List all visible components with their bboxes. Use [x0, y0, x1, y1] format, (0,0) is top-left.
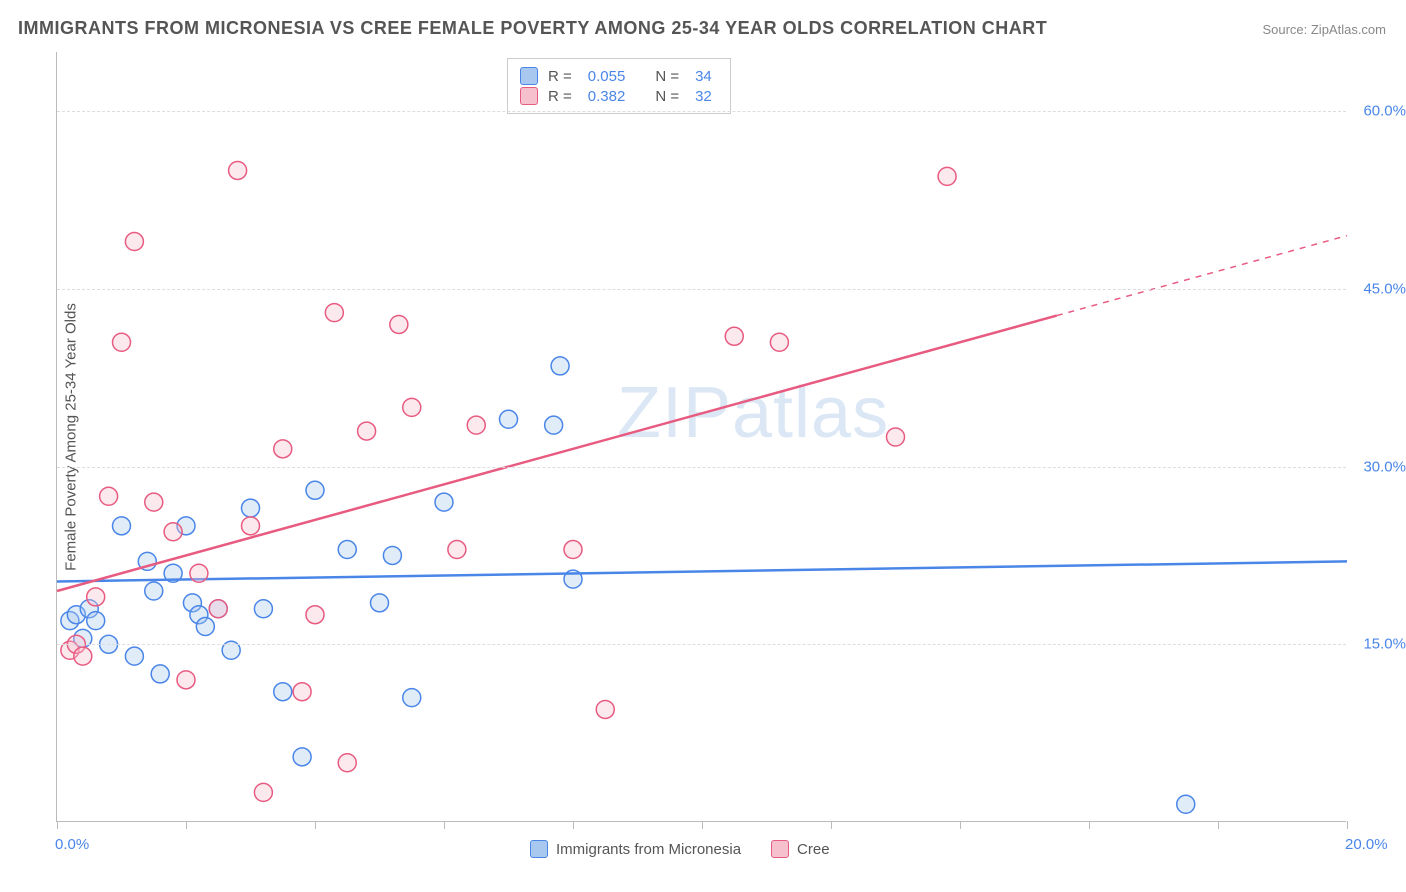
data-point — [338, 541, 356, 559]
n-value: 34 — [695, 68, 712, 85]
y-tick-label: 60.0% — [1363, 103, 1406, 120]
data-point — [242, 499, 260, 517]
chart-svg — [57, 52, 1346, 821]
data-point — [274, 683, 292, 701]
data-point — [196, 618, 214, 636]
data-point — [306, 481, 324, 499]
y-tick-label: 45.0% — [1363, 280, 1406, 297]
r-value: 0.055 — [588, 68, 626, 85]
series-name: Cree — [797, 841, 830, 858]
y-tick-label: 30.0% — [1363, 458, 1406, 475]
data-point — [293, 748, 311, 766]
data-point — [113, 333, 131, 351]
data-point — [177, 671, 195, 689]
legend-swatch — [520, 67, 538, 85]
data-point — [545, 416, 563, 434]
plot-area: Female Poverty Among 25-34 Year Olds ZIP… — [56, 52, 1346, 822]
data-point — [306, 606, 324, 624]
source-name: ZipAtlas.com — [1311, 22, 1386, 37]
x-tick-mark — [315, 821, 316, 829]
data-point — [125, 647, 143, 665]
data-point — [254, 600, 272, 618]
x-tick-mark — [1347, 821, 1348, 829]
n-value: 32 — [695, 88, 712, 105]
gridline — [57, 467, 1346, 468]
data-point — [390, 315, 408, 333]
data-point — [500, 410, 518, 428]
data-point — [338, 754, 356, 772]
trend-line-extrapolated — [1057, 236, 1347, 316]
chart-title: IMMIGRANTS FROM MICRONESIA VS CREE FEMAL… — [18, 18, 1047, 39]
x-tick-mark — [1089, 821, 1090, 829]
gridline — [57, 111, 1346, 112]
data-point — [725, 327, 743, 345]
stats-legend-row: R = 0.382 N = 32 — [520, 87, 718, 105]
data-point — [209, 600, 227, 618]
legend-swatch — [530, 840, 548, 858]
data-point — [383, 546, 401, 564]
x-tick-mark — [1218, 821, 1219, 829]
gridline — [57, 644, 1346, 645]
legend-swatch — [771, 840, 789, 858]
x-tick-mark — [444, 821, 445, 829]
x-tick-mark — [573, 821, 574, 829]
data-point — [87, 588, 105, 606]
data-point — [293, 683, 311, 701]
data-point — [448, 541, 466, 559]
data-point — [145, 582, 163, 600]
series-name: Immigrants from Micronesia — [556, 841, 741, 858]
series-legend: Immigrants from Micronesia Cree — [530, 840, 830, 858]
source-prefix: Source: — [1262, 22, 1310, 37]
data-point — [887, 428, 905, 446]
data-point — [938, 167, 956, 185]
data-point — [145, 493, 163, 511]
x-tick-label: 0.0% — [55, 836, 89, 853]
series-legend-item: Immigrants from Micronesia — [530, 840, 741, 858]
r-label: R = — [548, 88, 572, 105]
data-point — [403, 398, 421, 416]
data-point — [190, 564, 208, 582]
data-point — [358, 422, 376, 440]
data-point — [113, 517, 131, 535]
data-point — [151, 665, 169, 683]
y-tick-label: 15.0% — [1363, 636, 1406, 653]
gridline — [57, 289, 1346, 290]
x-tick-mark — [57, 821, 58, 829]
data-point — [87, 612, 105, 630]
data-point — [770, 333, 788, 351]
data-point — [1177, 795, 1195, 813]
legend-swatch — [520, 87, 538, 105]
x-tick-mark — [186, 821, 187, 829]
series-legend-item: Cree — [771, 840, 830, 858]
data-point — [551, 357, 569, 375]
data-point — [100, 487, 118, 505]
r-label: R = — [548, 68, 572, 85]
data-point — [564, 541, 582, 559]
data-point — [164, 523, 182, 541]
n-label: N = — [655, 88, 679, 105]
trend-line — [57, 561, 1347, 581]
data-point — [325, 304, 343, 322]
data-point — [403, 689, 421, 707]
data-point — [435, 493, 453, 511]
x-tick-mark — [831, 821, 832, 829]
x-tick-label: 20.0% — [1345, 836, 1388, 853]
source-attribution: Source: ZipAtlas.com — [1262, 22, 1386, 37]
n-label: N = — [655, 68, 679, 85]
data-point — [74, 647, 92, 665]
data-point — [242, 517, 260, 535]
data-point — [596, 700, 614, 718]
stats-legend-row: R = 0.055 N = 34 — [520, 67, 718, 85]
data-point — [254, 783, 272, 801]
x-tick-mark — [702, 821, 703, 829]
data-point — [467, 416, 485, 434]
x-tick-mark — [960, 821, 961, 829]
data-point — [229, 161, 247, 179]
data-point — [371, 594, 389, 612]
data-point — [274, 440, 292, 458]
stats-legend: R = 0.055 N = 34 R = 0.382 N = 32 — [507, 58, 731, 114]
data-point — [125, 233, 143, 251]
r-value: 0.382 — [588, 88, 626, 105]
